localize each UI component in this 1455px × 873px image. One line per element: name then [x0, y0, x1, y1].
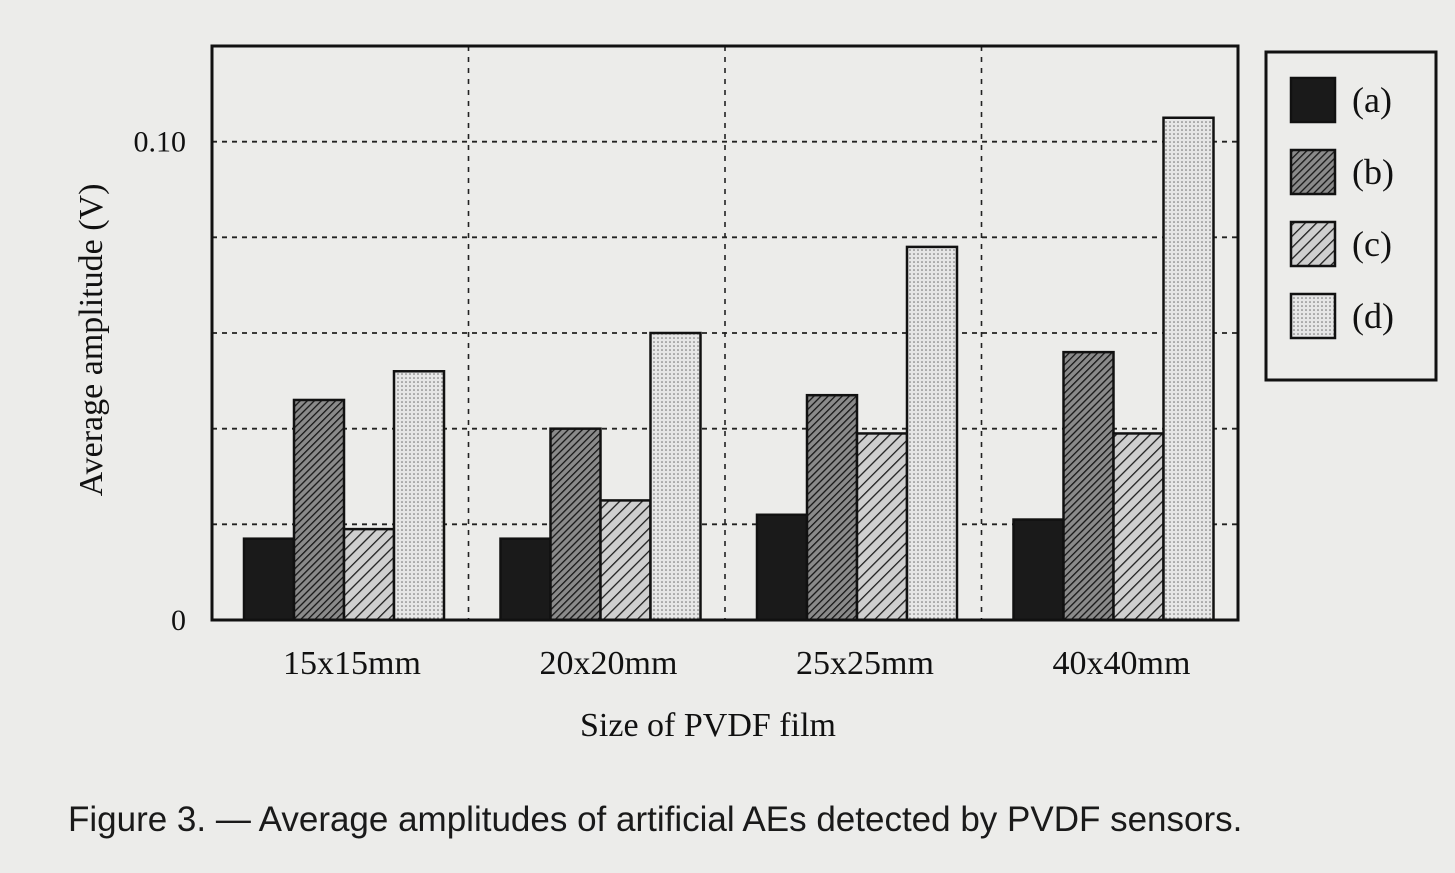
y-axis-title: Average amplitude (V) — [73, 184, 110, 497]
bar-a-20x20mm — [499, 537, 552, 622]
y-tick-label: 0 — [171, 604, 186, 637]
grid-layer — [212, 46, 1238, 620]
legend-swatch — [1289, 292, 1337, 340]
legend-frame — [1264, 50, 1438, 382]
bar-b-40x40mm — [1062, 350, 1115, 622]
bar-d-15x15mm — [392, 370, 446, 622]
ticks-layer: 00.10 — [134, 126, 187, 637]
bar-c-15x15mm — [342, 527, 396, 622]
bar-a-25x25mm — [755, 513, 809, 622]
bar-b-15x15mm — [292, 398, 346, 622]
bars-layer — [242, 116, 1215, 622]
bar-d-20x20mm — [649, 331, 702, 622]
x-axis-title: Size of PVDF film — [580, 707, 836, 744]
bar-a-40x40mm — [1012, 518, 1065, 622]
bar-chart: 00.10 15x15mm 20x20mm 25x25mm 40x40mm Size … — [73, 44, 1438, 744]
x-tick-label: 20x20mm — [540, 645, 678, 682]
y-tick-label: 0.10 — [134, 126, 187, 159]
legend-swatch — [1289, 148, 1337, 196]
x-tick-label: 25x25mm — [796, 645, 934, 682]
bar-d-25x25mm — [905, 245, 959, 622]
legend-label: (b) — [1352, 152, 1394, 192]
x-labels-layer: 15x15mm 20x20mm 25x25mm 40x40mm — [283, 645, 1190, 682]
legend: (a) (b) (c) (d) — [1264, 50, 1438, 382]
bar-d-40x40mm — [1162, 116, 1215, 622]
legend-swatch — [1289, 76, 1337, 124]
figure-caption: Figure 3. — Average amplitudes of artifi… — [68, 800, 1243, 839]
legend-label: (d) — [1352, 296, 1394, 336]
bar-c-20x20mm — [599, 499, 652, 622]
bar-b-20x20mm — [549, 427, 602, 622]
legend-label: (c) — [1352, 224, 1392, 264]
x-tick-label: 15x15mm — [283, 645, 421, 682]
legend-swatch — [1289, 220, 1337, 268]
bar-a-15x15mm — [242, 537, 296, 622]
x-tick-label: 40x40mm — [1053, 645, 1191, 682]
plot-frame — [210, 44, 1240, 622]
bar-b-25x25mm — [805, 393, 859, 622]
bar-c-25x25mm — [855, 432, 909, 622]
legend-label: (a) — [1352, 80, 1392, 120]
bar-c-40x40mm — [1112, 432, 1165, 622]
